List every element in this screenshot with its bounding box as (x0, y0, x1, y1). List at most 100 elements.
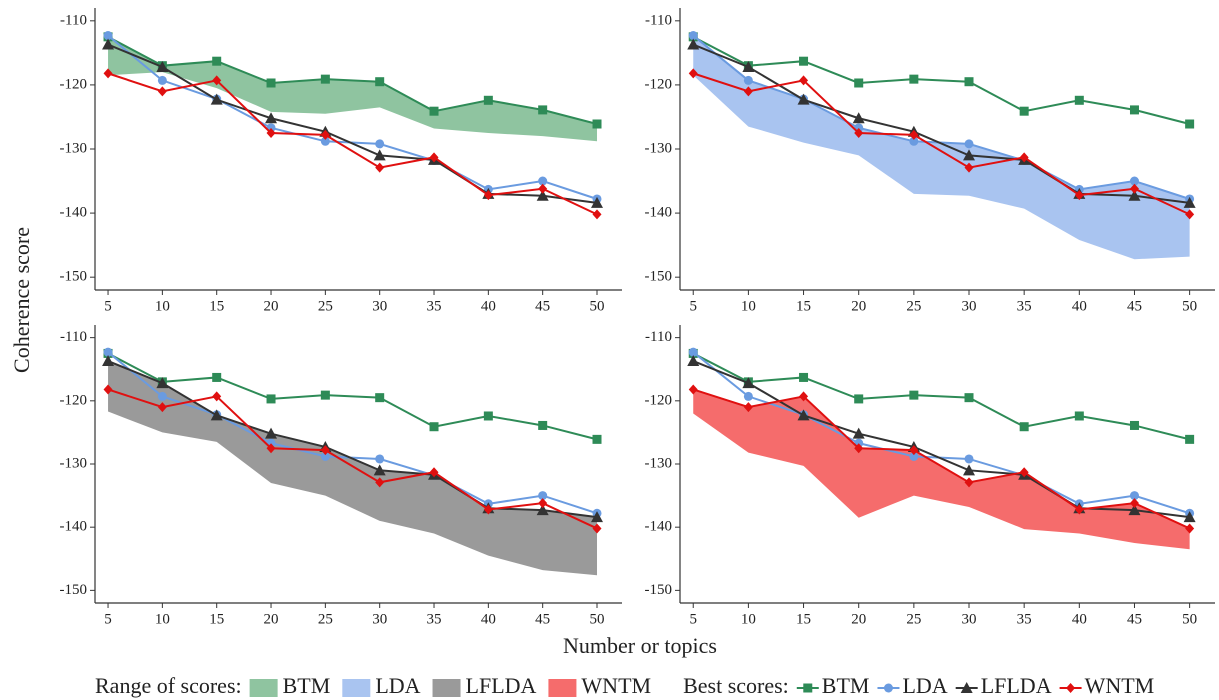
marker (1183, 196, 1196, 208)
marker (592, 119, 602, 129)
y-tick-label: -120 (60, 392, 88, 408)
series-line (107, 35, 598, 125)
marker (102, 355, 115, 367)
marker (1129, 498, 1139, 509)
marker (964, 162, 974, 173)
y-tick-label: -140 (645, 519, 673, 535)
range-area (693, 35, 1190, 260)
x-tick-label: 40 (1072, 611, 1087, 627)
marker (1019, 106, 1029, 116)
x-tick-label: 20 (851, 298, 866, 314)
marker (688, 68, 698, 79)
marker (266, 127, 276, 138)
marker (375, 477, 385, 488)
marker (157, 402, 167, 413)
marker (591, 511, 604, 523)
x-tick-label: 30 (962, 611, 977, 627)
marker (1074, 190, 1084, 201)
x-tick-label: 30 (372, 298, 387, 314)
marker (1185, 209, 1195, 220)
legend-swatch (342, 679, 371, 697)
marker (963, 464, 976, 476)
legend-title: Range of scores: (95, 673, 242, 698)
marker (742, 60, 755, 72)
legend-label: BTM (822, 673, 870, 698)
marker (964, 393, 974, 403)
marker (212, 75, 222, 86)
marker (964, 454, 974, 464)
x-tick-label: 15 (209, 611, 224, 627)
legend-label: LFLDA (466, 673, 537, 698)
x-tick-label: 10 (741, 298, 756, 314)
y-tick-label: -120 (645, 392, 673, 408)
marker (743, 86, 753, 97)
marker (883, 683, 893, 693)
y-tick-label: -110 (60, 12, 87, 28)
y-tick-label: -130 (645, 455, 673, 471)
marker (687, 355, 700, 367)
legend-label: BTM (283, 673, 331, 698)
y-tick-label: -120 (645, 76, 673, 92)
marker (592, 523, 602, 534)
legend-label: LDA (375, 673, 420, 698)
marker (429, 106, 439, 116)
x-tick-label: 40 (481, 298, 496, 314)
marker (854, 127, 864, 138)
marker (964, 139, 974, 149)
marker (156, 60, 169, 72)
marker (210, 93, 223, 105)
marker (373, 464, 386, 476)
marker (538, 420, 548, 430)
marker (536, 189, 549, 201)
x-tick-label: 45 (1127, 611, 1142, 627)
x-tick-label: 15 (796, 611, 811, 627)
marker (909, 445, 919, 456)
legend-label: WNTM (581, 673, 651, 698)
marker (909, 129, 919, 140)
marker (797, 409, 810, 421)
marker (266, 443, 276, 454)
y-tick-label: -110 (645, 329, 672, 345)
marker (592, 434, 602, 444)
marker (103, 31, 113, 41)
marker (1019, 467, 1029, 478)
marker (212, 391, 222, 402)
x-tick-label: 5 (104, 611, 112, 627)
marker (483, 190, 493, 201)
marker (320, 445, 330, 456)
marker (103, 68, 113, 79)
x-tick-label: 35 (427, 611, 442, 627)
marker (320, 390, 330, 400)
marker (1129, 183, 1139, 194)
x-tick-label: 40 (481, 611, 496, 627)
y-tick-label: -140 (645, 205, 673, 221)
marker (909, 451, 919, 461)
marker (1185, 434, 1195, 444)
y-tick-label: -120 (60, 76, 88, 92)
marker (1183, 511, 1196, 523)
marker (591, 196, 604, 208)
marker (320, 129, 330, 140)
y-tick-label: -110 (645, 12, 672, 28)
marker (1129, 105, 1139, 115)
marker (1129, 491, 1139, 501)
x-tick-label: 25 (906, 611, 921, 627)
marker (483, 95, 493, 105)
x-tick-label: 30 (372, 611, 387, 627)
x-tick-label: 25 (906, 298, 921, 314)
x-tick-label: 50 (1182, 611, 1197, 627)
y-tick-label: -130 (60, 140, 88, 156)
series-line (692, 360, 1190, 519)
x-tick-label: 25 (318, 611, 333, 627)
x-tick-label: 5 (104, 298, 112, 314)
x-tick-label: 5 (689, 611, 697, 627)
marker (538, 498, 548, 509)
marker (799, 75, 809, 86)
marker (103, 384, 113, 395)
y-tick-label: -140 (60, 205, 88, 221)
marker (265, 427, 278, 439)
series-line (692, 388, 1191, 530)
y-tick-label: -130 (60, 455, 88, 471)
marker (265, 112, 278, 124)
